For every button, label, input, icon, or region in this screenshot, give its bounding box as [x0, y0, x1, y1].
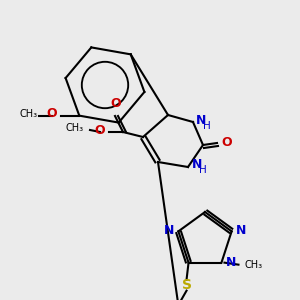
Text: methoxy: methoxy — [84, 116, 114, 122]
Text: O: O — [47, 107, 57, 120]
Text: N: N — [226, 256, 236, 269]
Text: S: S — [182, 278, 191, 292]
Text: CH₃: CH₃ — [66, 123, 84, 133]
Text: N: N — [192, 158, 202, 172]
Text: H: H — [199, 165, 207, 175]
Text: O: O — [94, 124, 105, 136]
Text: N: N — [196, 115, 206, 128]
Text: O: O — [111, 97, 121, 110]
Text: N: N — [236, 224, 246, 237]
Text: H: H — [203, 121, 211, 131]
Text: CH₃: CH₃ — [19, 109, 37, 118]
Text: CH₃: CH₃ — [244, 260, 262, 270]
Text: N: N — [164, 224, 174, 237]
Text: O: O — [221, 136, 232, 149]
